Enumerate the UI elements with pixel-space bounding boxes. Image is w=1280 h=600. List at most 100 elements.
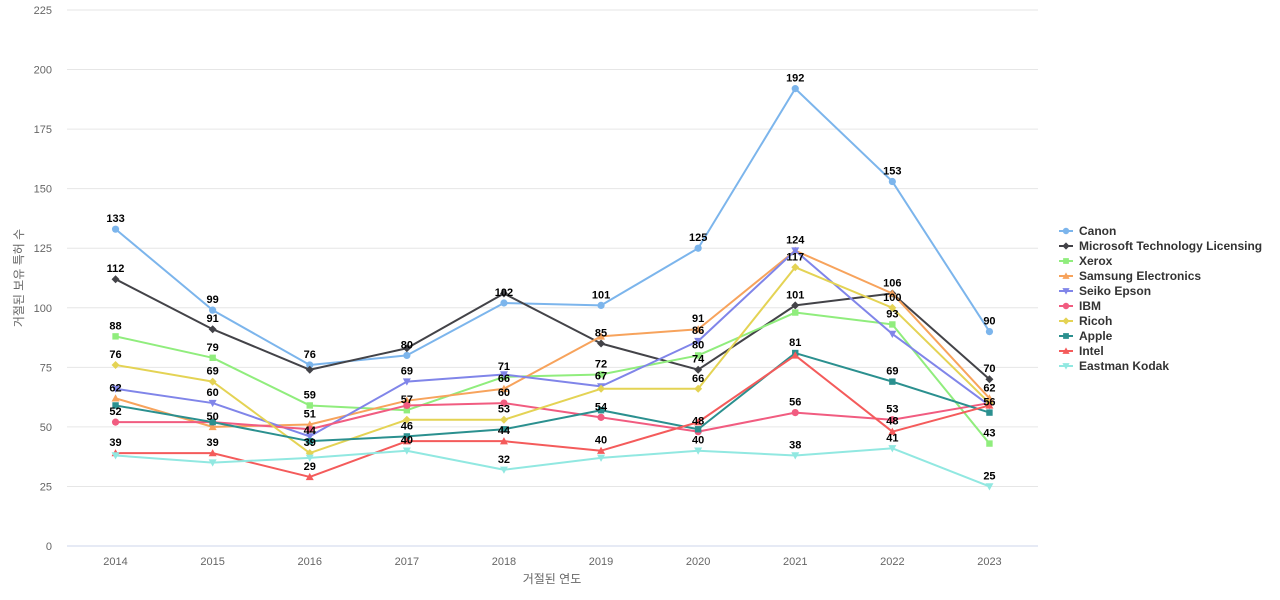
data-label: 106 xyxy=(883,277,901,289)
legend-item[interactable]: Eastman Kodak xyxy=(1059,359,1169,373)
data-point xyxy=(499,384,508,392)
x-tick-label: 2017 xyxy=(395,556,419,568)
legend-label: Canon xyxy=(1079,224,1116,238)
data-point xyxy=(499,415,508,424)
data-point xyxy=(597,371,605,378)
data-point xyxy=(985,375,994,384)
series-canon xyxy=(111,85,994,369)
data-point xyxy=(694,365,703,374)
data-label: 39 xyxy=(304,437,316,449)
data-point xyxy=(694,447,703,455)
data-label: 192 xyxy=(786,73,804,85)
legend-item[interactable]: Intel xyxy=(1059,344,1104,358)
legend-item[interactable]: Microsoft Technology Licensing xyxy=(1059,239,1262,253)
data-label: 62 xyxy=(109,382,121,394)
data-point xyxy=(499,437,508,445)
data-label: 53 xyxy=(886,404,898,416)
data-point xyxy=(791,452,800,460)
data-point xyxy=(500,399,508,407)
data-point xyxy=(597,339,606,348)
data-label: 74 xyxy=(692,354,705,366)
series-line xyxy=(114,266,991,455)
y-tick-label: 25 xyxy=(40,481,52,493)
data-point xyxy=(499,289,508,298)
y-tick-label: 0 xyxy=(46,541,52,553)
data-point xyxy=(208,377,217,386)
legend-item[interactable]: Apple xyxy=(1059,329,1113,343)
data-label: 112 xyxy=(107,263,125,275)
data-point xyxy=(403,401,411,410)
data-point xyxy=(986,440,993,447)
data-label: 41 xyxy=(886,432,898,444)
data-label: 48 xyxy=(692,416,704,428)
data-label: 39 xyxy=(207,437,219,449)
data-label: 102 xyxy=(495,287,513,299)
data-point xyxy=(500,426,508,433)
series-group xyxy=(111,85,994,491)
data-point xyxy=(209,306,217,314)
legend-marker xyxy=(1063,258,1069,264)
legend-label: Samsung Electronics xyxy=(1079,269,1201,283)
data-point xyxy=(791,85,799,93)
data-label: 101 xyxy=(592,289,610,301)
legend-item[interactable]: Xerox xyxy=(1059,254,1113,268)
x-tick-label: 2020 xyxy=(686,556,710,568)
data-label: 69 xyxy=(207,366,219,378)
series-ricoh xyxy=(111,263,994,458)
y-tick-label: 150 xyxy=(34,184,52,196)
data-label: 32 xyxy=(498,454,510,466)
data-point xyxy=(597,384,606,393)
data-label: 44 xyxy=(304,425,317,437)
data-point xyxy=(500,299,508,307)
data-label: 60 xyxy=(498,387,510,399)
data-point xyxy=(694,384,703,393)
y-tick-label: 100 xyxy=(34,303,52,315)
data-point xyxy=(305,433,314,441)
x-tick-label: 2023 xyxy=(977,556,1001,568)
data-point xyxy=(111,418,120,426)
data-point xyxy=(208,399,217,408)
legend-item[interactable]: Samsung Electronics xyxy=(1059,269,1201,283)
y-tick-label: 50 xyxy=(40,422,52,434)
data-point xyxy=(888,416,896,424)
x-tick-label: 2019 xyxy=(589,556,613,568)
legend-marker xyxy=(1062,302,1070,310)
series-line xyxy=(114,249,991,438)
data-label: 101 xyxy=(786,289,804,301)
legend-item[interactable]: Seiko Epson xyxy=(1059,284,1151,298)
data-point xyxy=(888,427,897,435)
x-axis: 2014 2015 2016 2017 2018 2019 2020 2021 2022 2023 xyxy=(67,545,1038,568)
data-label: 48 xyxy=(886,416,898,428)
x-tick-label: 2018 xyxy=(492,556,516,568)
data-point xyxy=(888,303,897,312)
data-label: 81 xyxy=(789,337,801,349)
legend-item[interactable]: Canon xyxy=(1059,224,1116,238)
y-tick-label: 175 xyxy=(34,124,52,136)
data-label: 43 xyxy=(983,428,995,440)
data-point xyxy=(208,459,217,467)
data-point xyxy=(112,333,119,340)
data-label: 71 xyxy=(498,361,510,373)
series-line xyxy=(114,278,991,381)
data-label: 52 xyxy=(109,406,121,418)
data-point xyxy=(403,351,411,360)
data-label: 60 xyxy=(207,387,219,399)
x-axis-title: 거절된 연도 xyxy=(523,572,582,586)
legend-marker xyxy=(1062,317,1070,325)
data-point xyxy=(888,289,897,297)
legend-label: Seiko Epson xyxy=(1079,284,1151,298)
data-point xyxy=(403,407,411,414)
data-label: 57 xyxy=(401,394,413,406)
series-samsung-electronics xyxy=(111,246,994,431)
data-point xyxy=(985,483,994,491)
data-label: 79 xyxy=(207,342,219,354)
legend-marker xyxy=(1062,242,1070,250)
data-label: 67 xyxy=(595,370,607,382)
legend-item[interactable]: IBM xyxy=(1059,299,1101,313)
data-point xyxy=(694,337,703,346)
legend-label: Intel xyxy=(1079,344,1104,358)
legend-item[interactable]: Ricoh xyxy=(1059,314,1112,328)
data-point xyxy=(306,437,313,445)
data-label: 46 xyxy=(401,420,413,432)
